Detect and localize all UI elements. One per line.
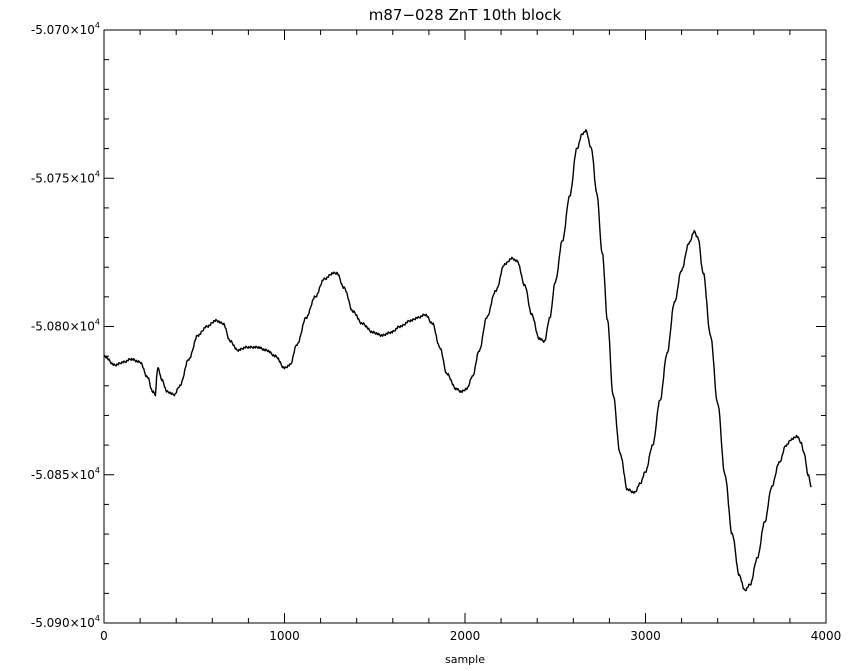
y-tick-label: -5.080×104 — [31, 318, 100, 334]
x-tick-label: 1000 — [269, 629, 300, 643]
y-tick-label: -5.085×104 — [31, 466, 100, 482]
y-tick-label: -5.070×104 — [31, 21, 100, 37]
chart-title: m87−028 ZnT 10th block — [369, 6, 562, 24]
x-tick-label: 4000 — [811, 629, 842, 643]
plot-frame — [103, 29, 827, 624]
y-axis: -5.090×104 -5.085×104 -5.080×104 -5.075×104… — [31, 21, 826, 630]
x-axis-label: sample — [445, 653, 485, 666]
x-tick-label: 0 — [100, 629, 108, 643]
x-axis: 0 1000 2000 3000 4000 — [100, 30, 841, 643]
x-tick-label: 2000 — [450, 629, 481, 643]
y-tick-label: -5.075×104 — [31, 169, 100, 185]
series-line — [103, 129, 812, 592]
y-tick-label: -5.090×104 — [31, 614, 100, 630]
minor-ticks — [104, 30, 826, 623]
series-layer — [103, 129, 812, 592]
x-tick-label: 3000 — [630, 629, 661, 643]
